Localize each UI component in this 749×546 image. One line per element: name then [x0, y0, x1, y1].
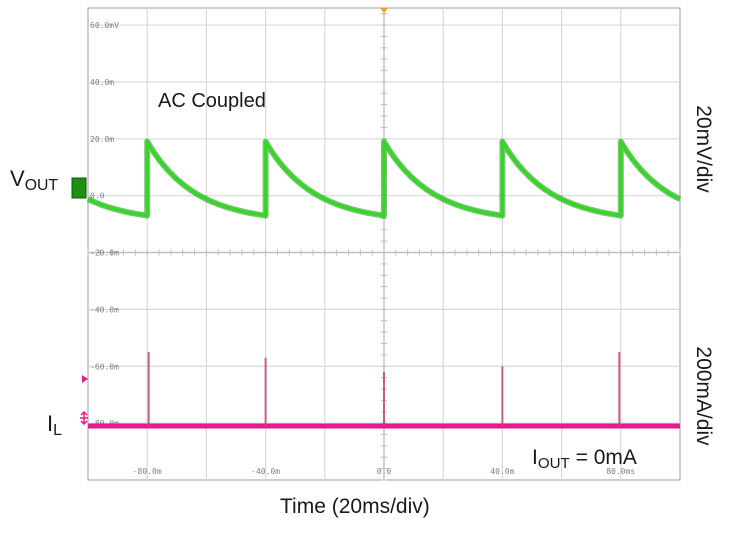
trigger-level-marker-icon: [82, 375, 88, 383]
vout-channel-label: VOUT: [10, 166, 58, 195]
vout-channel-marker-icon: [71, 177, 87, 199]
x-axis-label: Time (20ms/div): [280, 495, 430, 518]
y-tick-label: 0.0: [90, 192, 105, 201]
vout-scale-label: 20mV/div: [692, 105, 715, 193]
y-tick-label: -60.0m: [90, 362, 119, 371]
iout-value: = 0mA: [575, 446, 637, 469]
x-tick-labels: -80.0m -40.0m 0.0 40.0m 80.0ms: [133, 467, 636, 476]
traces: [86, 138, 682, 429]
il-channel-marker-icon: [80, 410, 88, 426]
iout-annotation: IOUT = 0mA: [532, 446, 637, 472]
y-tick-label: -40.0m: [90, 305, 119, 314]
iout-main: I: [532, 446, 538, 469]
il-channel-label: IL: [47, 411, 62, 440]
x-tick-label: 0.0: [377, 467, 392, 476]
vout-label-main: V: [10, 166, 25, 191]
il-scale-label: 200mA/div: [692, 346, 715, 446]
x-tick-label: -80.0m: [133, 467, 162, 476]
il-label-main: I: [47, 411, 54, 436]
y-tick-label: 60.0mV: [90, 21, 119, 30]
trigger-marker-icon: [380, 8, 388, 13]
x-tick-label: -40.0m: [251, 467, 280, 476]
y-tick-label: 20.0m: [90, 135, 114, 144]
il-label-sub: L: [53, 421, 62, 439]
iout-sub: OUT: [537, 454, 570, 472]
y-tick-label: 40.0m: [90, 78, 114, 87]
vout-label-sub: OUT: [24, 176, 59, 194]
vout-trace: [87, 139, 681, 218]
x-tick-label: 40.0m: [490, 467, 514, 476]
ac-coupled-annotation: AC Coupled: [158, 90, 266, 112]
y-tick-label: -20.0m: [90, 249, 119, 258]
x-tick-label: 80.0ms: [606, 467, 635, 476]
